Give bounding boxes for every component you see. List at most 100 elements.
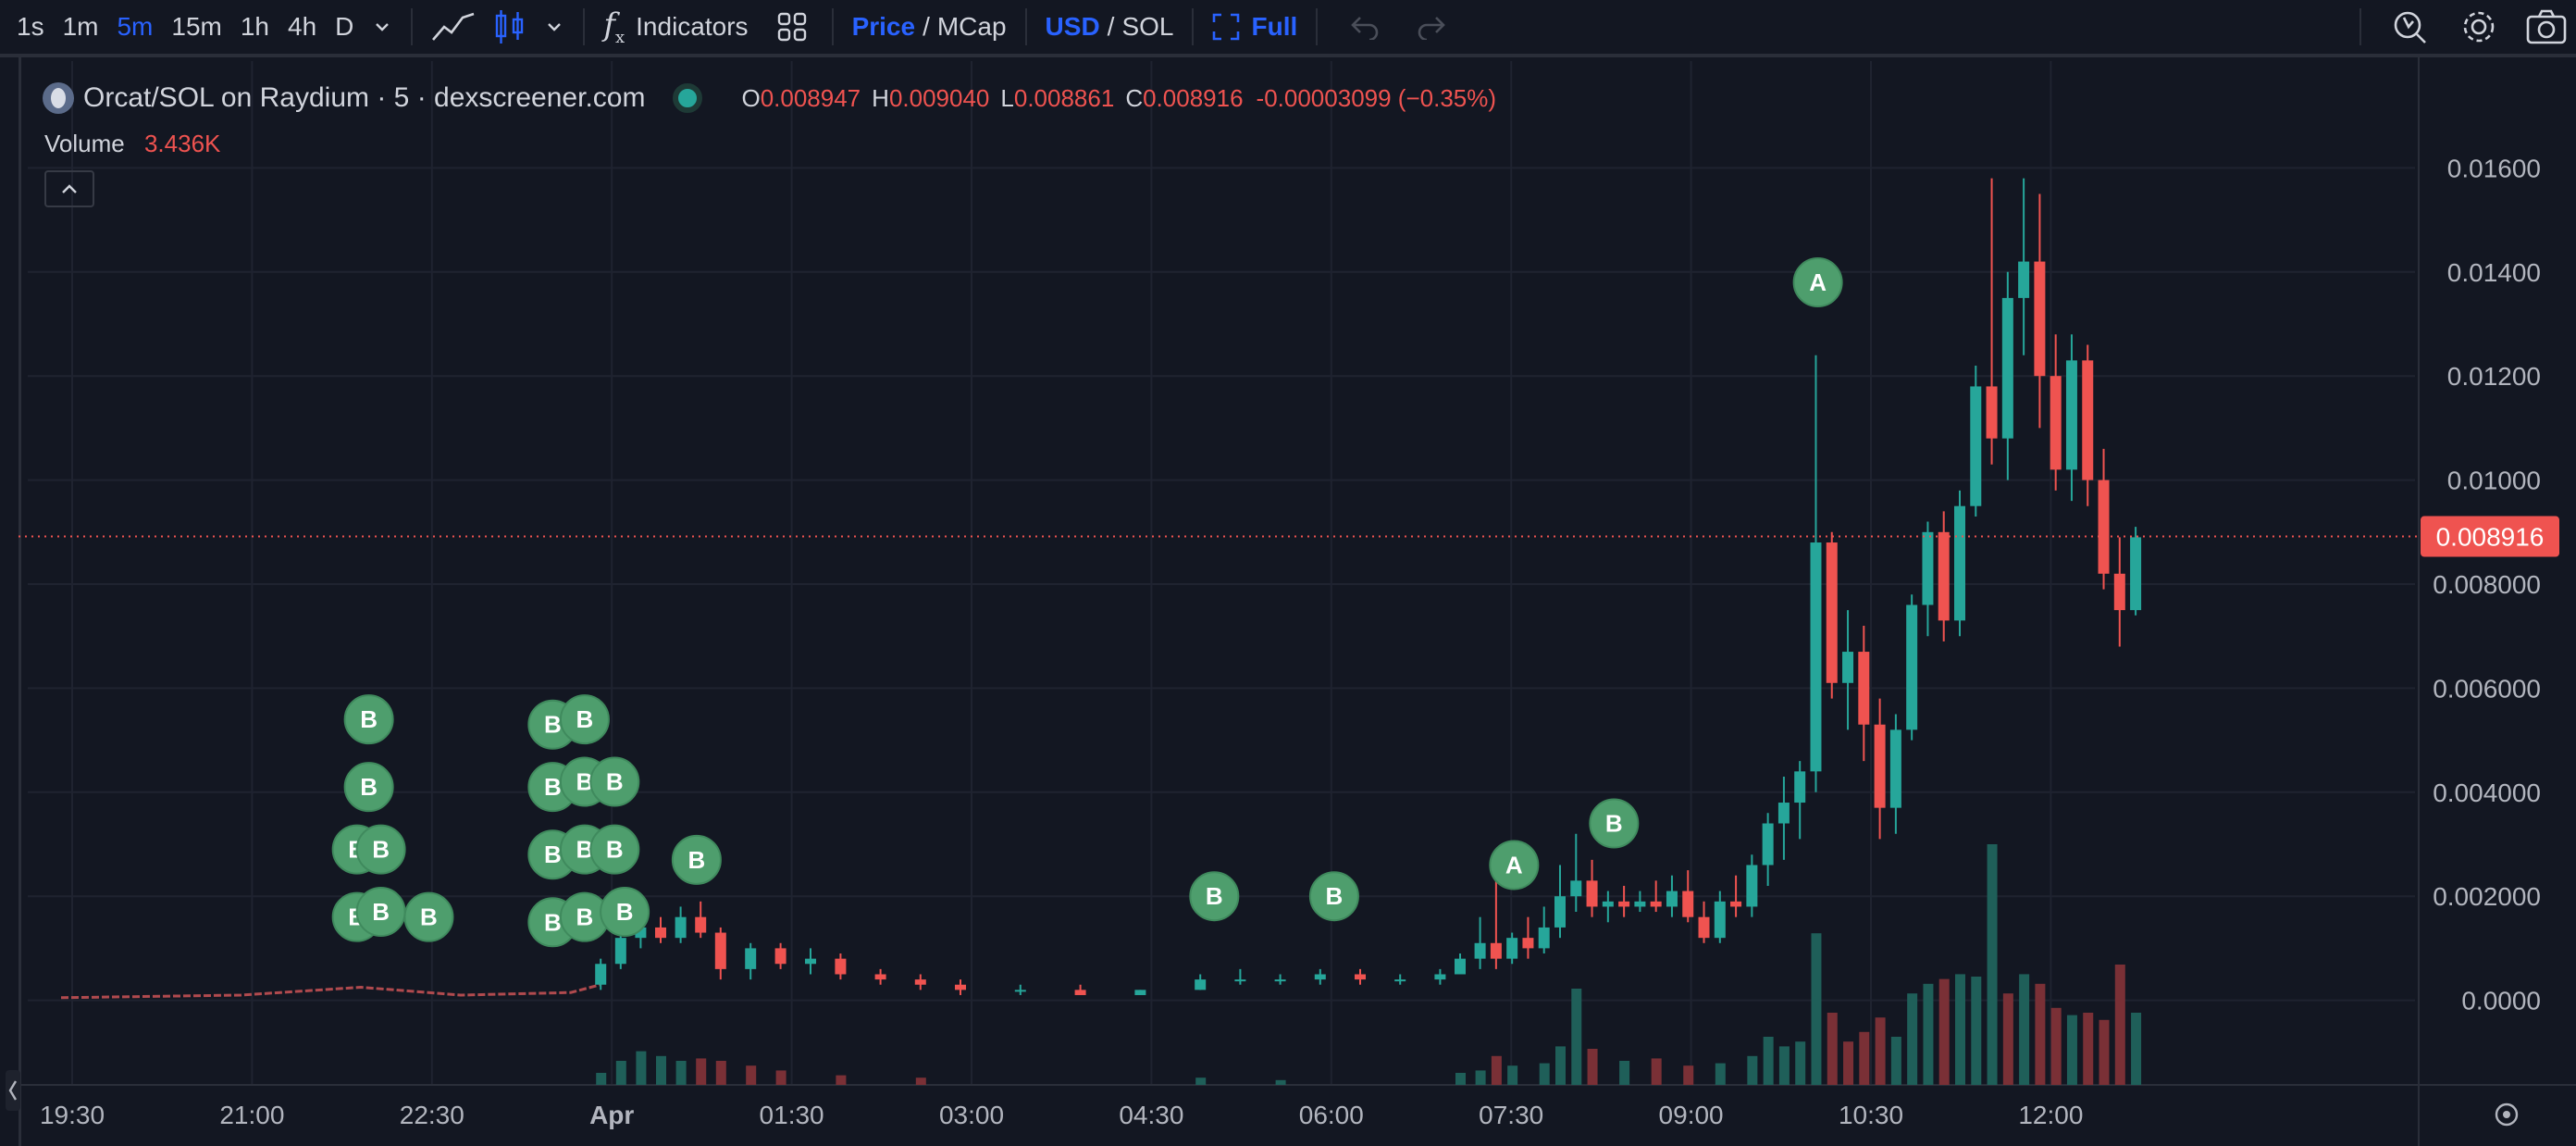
candle-body <box>614 938 626 965</box>
volume-bars <box>596 844 2142 1085</box>
trade-marker-circle <box>1189 871 1240 922</box>
function-icon: fx <box>603 6 625 47</box>
interval-dropdown-chevron-icon[interactable] <box>363 0 402 56</box>
candle-body <box>1874 724 1886 808</box>
trade-marker[interactable]: B <box>600 887 650 938</box>
x-tick-label: 22:30 <box>400 1101 464 1129</box>
candle-body <box>595 964 607 985</box>
candle-body <box>774 948 786 965</box>
volume-label: Volume <box>44 130 125 157</box>
trade-marker[interactable]: A <box>1792 257 1843 308</box>
trade-marker[interactable]: B <box>343 694 394 745</box>
candle-body <box>955 984 966 990</box>
token-logo-icon <box>43 82 74 114</box>
trade-marker[interactable]: B <box>589 824 640 875</box>
trade-marker[interactable]: B <box>343 762 394 813</box>
candle-body <box>1714 901 1726 939</box>
price-change: -0.00003099 (−0.35%) <box>1256 83 1497 112</box>
candle-body <box>655 927 666 939</box>
layout-grid-icon[interactable] <box>767 0 817 56</box>
trade-marker[interactable]: B <box>559 891 610 942</box>
candle-body <box>1826 542 1838 683</box>
slash-separator: / <box>923 12 930 41</box>
candle-body <box>2050 376 2062 470</box>
trade-marker-label: B <box>360 773 378 801</box>
volume-bar <box>1683 1065 1694 1085</box>
volume-bar <box>2083 1013 2094 1085</box>
price-mcap-toggle[interactable]: Price / MCap <box>843 0 1016 56</box>
trade-marker[interactable]: B <box>1308 871 1359 922</box>
trade-marker[interactable]: B <box>1189 871 1240 922</box>
undo-icon[interactable] <box>1340 0 1390 56</box>
chart-toolbar: 1s 1m 5m 15m 1h 4h D fx Indicators Price… <box>0 0 2576 57</box>
interval-1m[interactable]: 1m <box>62 12 99 41</box>
scroll-left-chevron-icon[interactable] <box>6 1070 20 1111</box>
volume-bar <box>1971 977 1982 1085</box>
trade-marker-label: B <box>372 898 390 926</box>
trade-marker[interactable]: B <box>355 887 406 938</box>
chart-type-chevron-icon[interactable] <box>535 0 574 56</box>
candle-body <box>1134 990 1146 995</box>
trade-marker[interactable]: B <box>1589 798 1640 849</box>
trade-marker-label: B <box>576 836 594 864</box>
x-tick-label: 03:00 <box>939 1101 1004 1129</box>
candle-body <box>1650 901 1662 907</box>
volume-bar <box>1811 933 1822 1085</box>
candle-body <box>695 916 707 933</box>
candle-body <box>1746 865 1758 907</box>
line-chart-icon[interactable] <box>422 0 485 56</box>
interval-5m[interactable]: 5m <box>117 12 154 41</box>
redo-icon[interactable] <box>1406 0 1456 56</box>
trade-marker[interactable]: B <box>589 756 640 807</box>
volume-bar <box>1778 1046 1790 1085</box>
low-value: 0.008861 <box>1013 83 1115 112</box>
trade-marker[interactable]: B <box>671 834 722 885</box>
trade-marker-circle <box>1489 840 1540 891</box>
y-tick-label: 0.01000 <box>2447 467 2541 495</box>
volume-bar <box>836 1075 847 1085</box>
volume-bar <box>1651 1058 1662 1085</box>
volume-bar <box>915 1077 926 1085</box>
candle-body <box>2113 573 2125 611</box>
interval-D[interactable]: D <box>335 12 354 41</box>
settings-gear-icon[interactable] <box>2450 0 2508 56</box>
volume-bar <box>696 1058 707 1085</box>
candle-body <box>1554 896 1566 928</box>
volume-bar <box>1715 1063 1726 1085</box>
trade-marker[interactable]: B <box>559 694 610 745</box>
trade-marker[interactable]: A <box>1489 840 1540 891</box>
trade-marker[interactable]: B <box>403 891 454 942</box>
live-status-dot-icon <box>673 83 703 113</box>
candle-body <box>745 948 757 969</box>
trade-marker-label: B <box>420 903 438 931</box>
volume-bar <box>715 1061 726 1085</box>
interval-1s[interactable]: 1s <box>17 12 44 41</box>
indicators-button[interactable]: fx Indicators <box>594 0 757 56</box>
candles <box>595 178 2142 995</box>
trade-marker-circle <box>403 891 454 942</box>
time-axis-settings-icon[interactable] <box>2495 1102 2519 1127</box>
trade-marker-circle <box>589 824 640 875</box>
quick-search-icon[interactable] <box>2382 0 2437 56</box>
price-axis[interactable]: 0.01600 0.01400 0.01200 0.01000 0.008000 0.00… <box>2433 154 2541 1015</box>
collapse-legend-button[interactable] <box>44 170 94 207</box>
interval-4h[interactable]: 4h <box>288 12 317 41</box>
interval-1h[interactable]: 1h <box>240 12 270 41</box>
usd-sol-toggle[interactable]: USD / SOL <box>1036 0 1183 56</box>
candlestick-icon[interactable] <box>485 0 535 56</box>
last-price-badge <box>2421 516 2559 557</box>
x-tick-label: 07:30 <box>1479 1101 1543 1129</box>
candle-body <box>635 927 647 939</box>
candle-body <box>1618 901 1630 907</box>
candle-body <box>1355 974 1366 980</box>
time-axis[interactable]: 19:30 21:00 22:30 Apr 01:30 03:00 04:30 06:00 07… <box>40 1101 2083 1129</box>
trade-marker-circle <box>559 694 610 745</box>
fullscreen-button[interactable]: Full <box>1203 0 1307 56</box>
volume-bar <box>1507 1065 1518 1085</box>
y-tick-label: 0.01200 <box>2447 362 2541 391</box>
trade-marker[interactable]: B <box>355 824 406 875</box>
candle-body <box>2098 480 2110 574</box>
screenshot-camera-icon[interactable] <box>2517 0 2576 56</box>
interval-15m[interactable]: 15m <box>171 12 222 41</box>
